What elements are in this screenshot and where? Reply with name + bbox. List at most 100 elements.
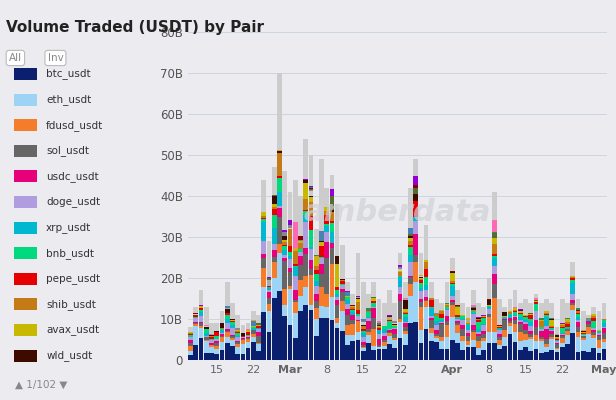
Bar <box>460 350 465 360</box>
Bar <box>382 303 387 304</box>
Bar <box>225 308 230 312</box>
Bar <box>602 303 607 304</box>
Bar <box>198 290 203 292</box>
Bar <box>340 277 345 279</box>
Bar <box>319 194 324 196</box>
Bar <box>309 216 314 230</box>
Bar <box>261 216 266 218</box>
Bar <box>408 228 413 234</box>
Bar <box>251 328 256 330</box>
Bar <box>319 306 324 318</box>
Bar <box>361 286 366 289</box>
Bar <box>481 325 486 331</box>
Bar <box>439 314 444 318</box>
Bar <box>267 286 272 287</box>
Text: bnb_usdt: bnb_usdt <box>46 248 94 259</box>
Bar <box>455 317 460 318</box>
Bar <box>288 211 293 213</box>
Bar <box>487 278 492 283</box>
Bar <box>193 307 198 308</box>
Bar <box>230 313 235 314</box>
Bar <box>193 309 198 310</box>
Bar <box>565 303 570 304</box>
Bar <box>533 304 538 311</box>
Bar <box>560 298 565 301</box>
Bar <box>424 242 429 243</box>
Bar <box>261 204 266 206</box>
Bar <box>198 293 203 294</box>
Bar <box>361 329 366 331</box>
Bar <box>586 316 591 317</box>
Bar <box>219 333 224 334</box>
Bar <box>324 318 329 360</box>
Bar <box>539 337 544 339</box>
Bar <box>382 326 387 329</box>
Bar <box>334 324 339 328</box>
Bar <box>219 337 224 342</box>
Bar <box>508 321 513 322</box>
Bar <box>240 344 245 354</box>
Bar <box>476 320 481 322</box>
Bar <box>434 342 439 360</box>
Bar <box>549 316 554 318</box>
Bar <box>355 282 360 284</box>
Bar <box>455 333 460 343</box>
Bar <box>309 182 314 183</box>
Bar <box>298 228 303 236</box>
Bar <box>371 346 376 350</box>
Bar <box>549 337 554 339</box>
Bar <box>345 288 350 289</box>
Bar <box>193 317 198 318</box>
Bar <box>355 320 360 321</box>
Bar <box>209 346 214 347</box>
Bar <box>319 246 324 257</box>
Bar <box>198 305 203 306</box>
Bar <box>565 311 570 312</box>
Bar <box>476 336 481 341</box>
Bar <box>596 325 601 330</box>
Bar <box>193 326 198 345</box>
Bar <box>513 296 517 302</box>
Bar <box>445 310 450 316</box>
Text: Volume Traded (USDT) by Pair: Volume Traded (USDT) by Pair <box>6 20 264 35</box>
Bar <box>230 335 235 336</box>
Bar <box>256 329 261 332</box>
Bar <box>288 210 293 211</box>
Bar <box>575 320 580 322</box>
Bar <box>382 307 387 308</box>
Bar <box>565 324 570 327</box>
Bar <box>355 297 360 298</box>
Bar <box>314 229 318 240</box>
Bar <box>544 310 549 311</box>
Text: ▲ 1/102 ▼: ▲ 1/102 ▼ <box>15 380 68 390</box>
Bar <box>581 321 586 322</box>
Bar <box>413 164 418 165</box>
Bar <box>256 326 261 328</box>
Bar <box>497 330 502 334</box>
Bar <box>330 196 334 210</box>
Bar <box>188 330 193 331</box>
Bar <box>560 320 565 322</box>
Bar <box>602 308 607 309</box>
Bar <box>288 268 293 272</box>
Bar <box>324 207 329 211</box>
Bar <box>471 306 476 308</box>
Bar <box>355 316 360 320</box>
Bar <box>351 341 355 360</box>
Bar <box>397 322 402 338</box>
Bar <box>334 238 339 239</box>
Bar <box>570 310 575 333</box>
Bar <box>429 328 434 332</box>
Bar <box>371 329 376 346</box>
Bar <box>502 320 507 330</box>
Bar <box>387 319 392 320</box>
Bar <box>209 335 214 336</box>
Bar <box>235 331 240 332</box>
Bar <box>513 290 517 294</box>
Bar <box>355 255 360 256</box>
Bar <box>361 342 366 345</box>
Bar <box>424 258 429 259</box>
Bar <box>298 196 303 197</box>
Bar <box>513 318 517 320</box>
Bar <box>188 337 193 340</box>
